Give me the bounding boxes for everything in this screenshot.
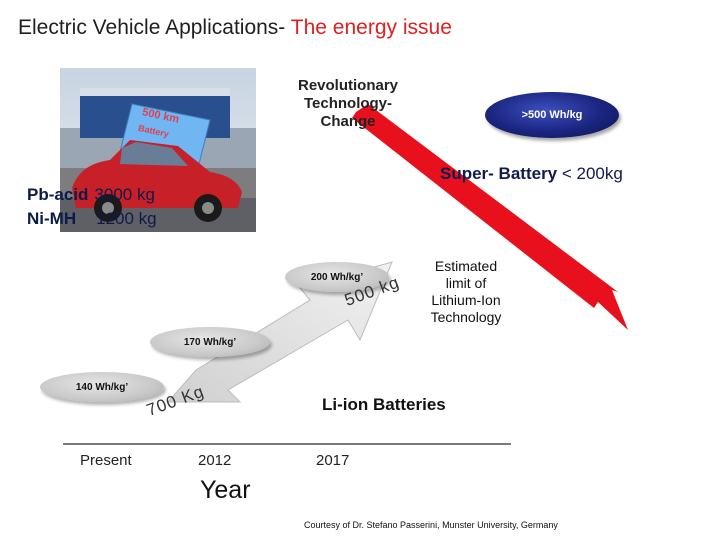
tick-2012: 2012 <box>198 452 232 469</box>
super-battery-label: Super- Battery < 200kg <box>440 164 623 183</box>
milestone-200-badge: 200 Wh/kg’ <box>285 262 389 292</box>
tick-present: Present <box>80 452 132 469</box>
li-ion-label: Li-ion Batteries <box>322 395 446 414</box>
overloaded-car-photo: 500 km Battery <box>60 68 256 232</box>
year-axis-label: Year <box>200 476 251 504</box>
revolution-label: Revolutionary Technology- Change <box>297 77 399 130</box>
milestone-140-badge: 140 Wh/kg’ <box>40 372 164 402</box>
red-technology-arrow <box>352 104 628 330</box>
milestone-170-badge: 170 Wh/kg’ <box>150 327 270 357</box>
estimated-limit-label: Estimated limit of Lithium-Ion Technolog… <box>430 258 502 325</box>
pb-acid-weight: Pb-acid 3000 kg <box>27 185 155 204</box>
courtesy-note: Courtesy of Dr. Stefano Passerini, Munst… <box>304 520 558 530</box>
page-title: Electric Vehicle Applications- The energ… <box>18 16 452 39</box>
milestone-500-badge: >500 Wh/kg <box>485 92 619 138</box>
tick-2017: 2017 <box>316 452 350 469</box>
ni-mh-weight: Ni-MH 1200 kg <box>27 209 157 228</box>
